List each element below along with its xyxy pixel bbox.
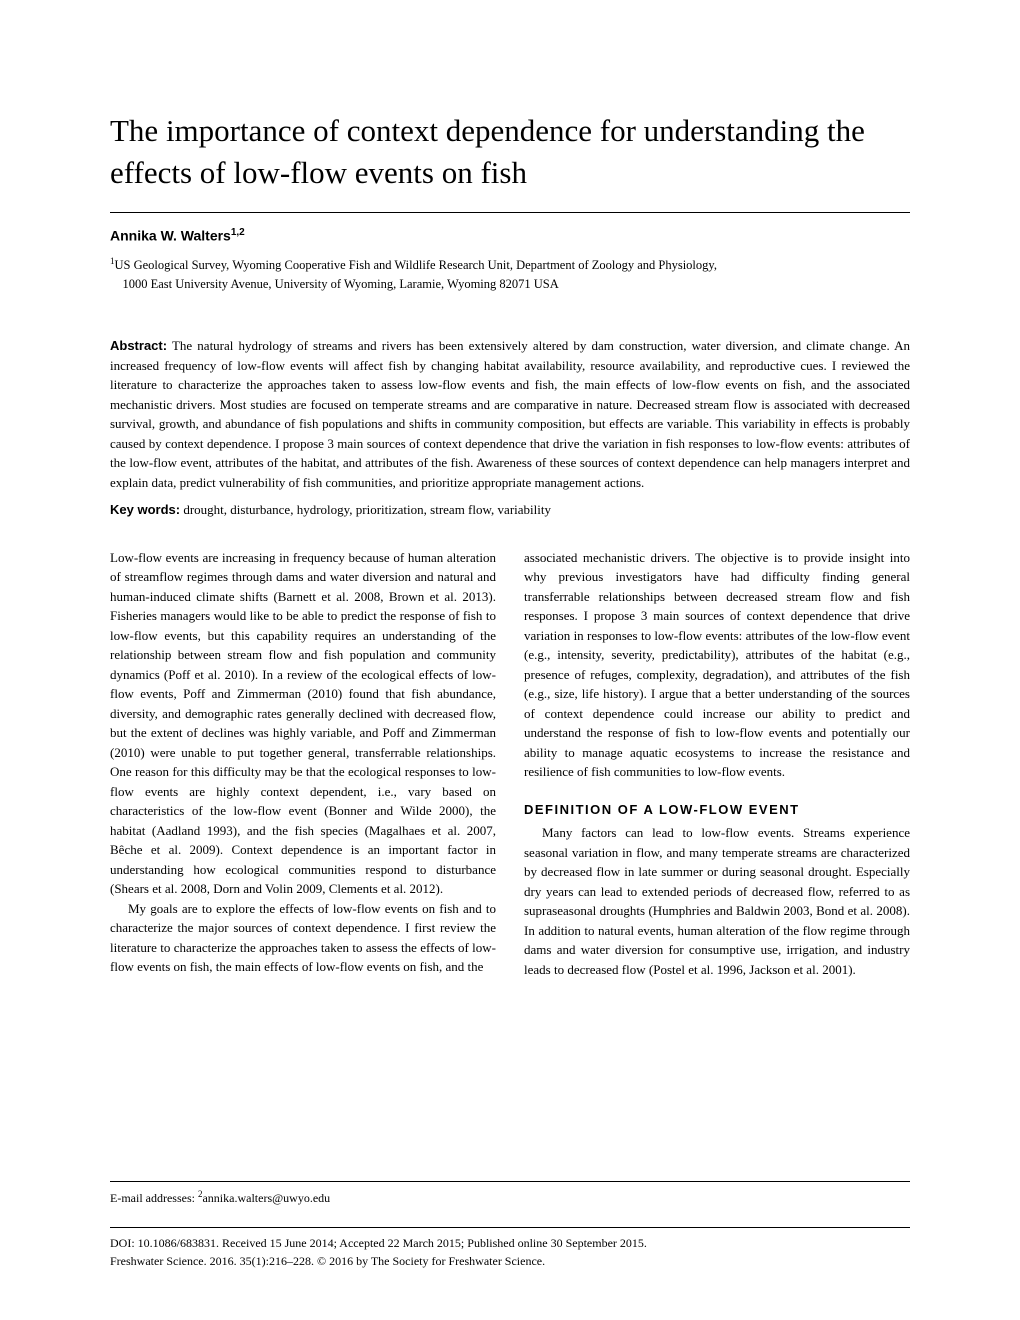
keywords-text: drought, disturbance, hydrology, priorit… (180, 502, 551, 517)
footer-citation: Freshwater Science. 2016. 35(1):216–228.… (110, 1252, 910, 1270)
body-paragraph: Low-flow events are increasing in freque… (110, 548, 496, 899)
author-name: Annika W. Walters (110, 227, 231, 243)
column-right: associated mechanistic drivers. The obje… (524, 548, 910, 980)
body-paragraph: My goals are to explore the effects of l… (110, 899, 496, 977)
section-heading: DEFINITION OF A LOW-FLOW EVENT (524, 800, 910, 820)
affiliation-line1: US Geological Survey, Wyoming Cooperativ… (115, 259, 717, 273)
footer-rule-top (110, 1181, 910, 1182)
article-title: The importance of context dependence for… (110, 110, 910, 194)
footer-rule-bottom (110, 1227, 910, 1228)
author-line: Annika W. Walters1,2 (110, 227, 910, 244)
author-sup: 1,2 (231, 227, 245, 238)
footer-email-address: annika.walters@uwyo.edu (202, 1191, 330, 1205)
abstract-label: Abstract: (110, 338, 167, 353)
body-columns: Low-flow events are increasing in freque… (110, 548, 910, 980)
abstract-block: Abstract: The natural hydrology of strea… (110, 336, 910, 492)
footer-email-line: E-mail addresses: 2annika.walters@uwyo.e… (110, 1188, 910, 1207)
body-paragraph: associated mechanistic drivers. The obje… (524, 548, 910, 782)
body-paragraph: Many factors can lead to low-flow events… (524, 823, 910, 979)
footer-email-label: E-mail addresses: (110, 1191, 198, 1205)
keywords-block: Key words: drought, disturbance, hydrolo… (110, 500, 910, 520)
affiliation-line2: 1000 East University Avenue, University … (123, 277, 559, 291)
abstract-text: The natural hydrology of streams and riv… (110, 338, 910, 490)
keywords-label: Key words: (110, 502, 180, 517)
page-footer: E-mail addresses: 2annika.walters@uwyo.e… (110, 1181, 910, 1270)
title-divider (110, 212, 910, 213)
footer-doi: DOI: 10.1086/683831. Received 15 June 20… (110, 1234, 910, 1252)
column-left: Low-flow events are increasing in freque… (110, 548, 496, 980)
affiliation-block: 1US Geological Survey, Wyoming Cooperati… (110, 255, 910, 294)
